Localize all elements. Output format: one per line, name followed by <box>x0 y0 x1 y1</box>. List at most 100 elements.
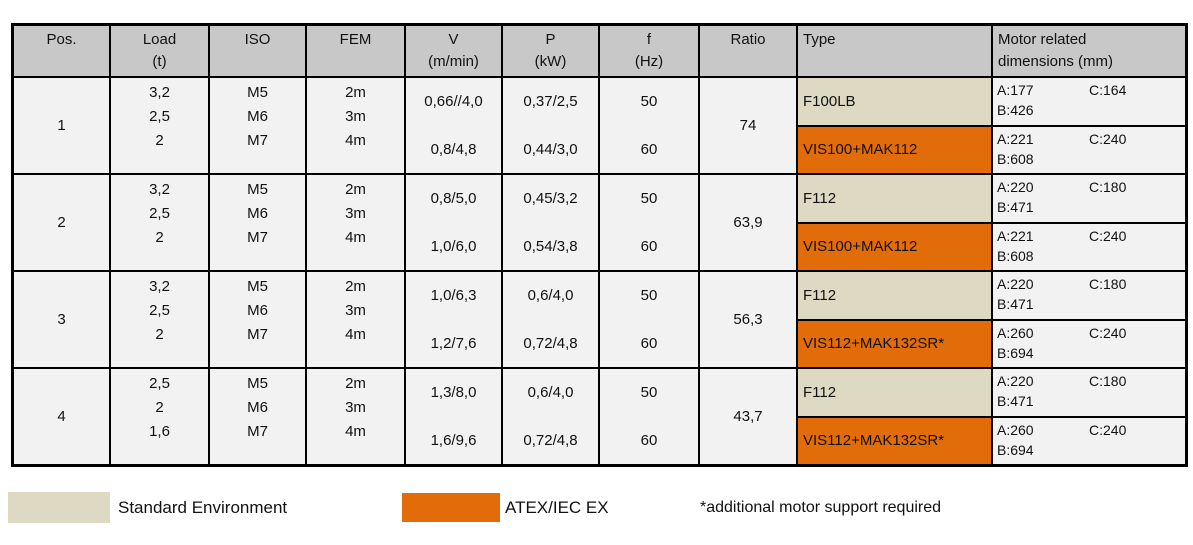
dim-b-value: B:471 <box>997 296 1034 312</box>
header-ratio-label: Ratio <box>730 31 766 48</box>
dim-line-ac: A:220 C:180 <box>997 274 1185 294</box>
iso-value: M6 <box>247 302 268 319</box>
frequency-50hz: 50 <box>640 93 658 111</box>
speed-cell: 0,66//4,0 0,8/4,8 <box>406 78 501 173</box>
frequency-60hz: 60 <box>640 431 658 449</box>
header-load-unit: (t) <box>152 53 167 70</box>
header-speed-unit: (m/min) <box>428 53 479 70</box>
fem-value: 3m <box>345 108 366 125</box>
power-cell: 0,6/4,0 0,72/4,8 <box>503 272 598 367</box>
iso-value: M6 <box>247 399 268 416</box>
load-value: 2 <box>155 229 164 246</box>
dim-a-value: A:221 <box>997 227 1034 244</box>
dim-b-value: B:694 <box>997 344 1034 361</box>
ratio-cell: 56,3 <box>700 272 796 367</box>
header-fem: FEM <box>307 26 404 76</box>
load-value: 2 <box>155 326 164 343</box>
power-60hz: 0,54/3,8 <box>523 237 578 255</box>
fem-value: 3m <box>345 302 366 319</box>
dim-standard: A:220 C:180 B:471 <box>993 175 1185 224</box>
load-value: 3,2 <box>149 181 170 198</box>
fem-value: 3m <box>345 205 366 222</box>
load-value: 1,6 <box>149 423 170 440</box>
dim-a-value: A:220 <box>997 276 1034 292</box>
dim-c-value: C:240 <box>1089 421 1127 438</box>
frequency-cell: 50 60 <box>600 369 698 464</box>
iso-value: M6 <box>247 205 268 222</box>
load-cell: 2,5 2 1,6 <box>111 369 208 464</box>
dim-a-value: A:221 <box>997 130 1034 147</box>
header-iso-label: ISO <box>244 31 271 48</box>
header-dimensions-label-1: Motor related <box>998 31 1087 48</box>
legend-standard-swatch <box>8 492 110 523</box>
iso-cell: M5 M6 M7 <box>210 272 305 367</box>
ratio-cell: 74 <box>700 78 796 173</box>
speed-cell: 1,3/8,0 1,6/9,6 <box>406 369 501 464</box>
ratio-cell: 43,7 <box>700 369 796 464</box>
frequency-50hz: 50 <box>640 384 658 402</box>
power-60hz: 0,72/4,8 <box>523 431 578 449</box>
header-ratio: Ratio <box>700 26 796 76</box>
load-cell: 3,2 2,5 2 <box>111 175 208 270</box>
type-atex: VIS100+MAK112 <box>798 126 991 173</box>
iso-value: M6 <box>247 108 268 125</box>
fem-cell: 2m 3m 4m <box>307 175 404 270</box>
header-speed-label: V <box>448 31 459 48</box>
speed-60hz: 1,0/6,0 <box>430 237 477 255</box>
dim-line-ac: A:177 C:164 <box>997 80 1185 100</box>
fem-value: 4m <box>345 326 366 343</box>
iso-value: M7 <box>247 326 268 343</box>
header-dimensions-label-2: dimensions (mm) <box>998 53 1114 70</box>
iso-value: M7 <box>247 132 268 149</box>
fem-cell: 2m 3m 4m <box>307 272 404 367</box>
power-60hz: 0,72/4,8 <box>523 334 578 352</box>
dim-line-ac: A:221 C:240 <box>997 129 1185 149</box>
iso-value: M5 <box>247 375 268 392</box>
load-value: 2,5 <box>149 375 170 392</box>
type-atex: VIS112+MAK132SR* <box>798 417 991 464</box>
dim-b-value: B:608 <box>997 150 1034 167</box>
dim-a-value: A:177 <box>997 82 1034 98</box>
frequency-50hz: 50 <box>640 190 658 208</box>
header-load: Load (t) <box>111 26 208 76</box>
iso-value: M7 <box>247 423 268 440</box>
legend-note: *additional motor support required <box>700 498 942 516</box>
type-standard: F112 <box>798 369 991 418</box>
dim-atex: A:260 C:240 B:694 <box>993 321 1185 368</box>
dimensions-cell: A:177 C:164 B:426 A:221 C:240 B:608 <box>993 78 1185 173</box>
load-value: 3,2 <box>149 278 170 295</box>
load-cell: 3,2 2,5 2 <box>111 272 208 367</box>
dim-c-value: C:164 <box>1089 82 1127 98</box>
iso-cell: M5 M6 M7 <box>210 369 305 464</box>
dim-a-value: A:260 <box>997 421 1034 438</box>
power-cell: 0,45/3,2 0,54/3,8 <box>503 175 598 270</box>
frequency-60hz: 60 <box>640 334 658 352</box>
header-type: Type <box>798 26 991 76</box>
dim-b-value: B:608 <box>997 247 1034 264</box>
fem-value: 2m <box>345 84 366 101</box>
type-atex: VIS100+MAK112 <box>798 223 991 270</box>
dim-b-value: B:694 <box>997 441 1034 458</box>
header-frequency-unit: (Hz) <box>634 53 664 70</box>
iso-cell: M5 M6 M7 <box>210 175 305 270</box>
type-atex: VIS112+MAK132SR* <box>798 320 991 367</box>
speed-50hz: 0,66//4,0 <box>424 93 483 111</box>
dim-line-ac: A:260 C:240 <box>997 420 1185 440</box>
legend-standard-label: Standard Environment <box>118 497 288 517</box>
dim-line-ac: A:221 C:240 <box>997 226 1185 246</box>
header-frequency-label: f <box>646 31 652 48</box>
fem-value: 3m <box>345 399 366 416</box>
speed-cell: 0,8/5,0 1,0/6,0 <box>406 175 501 270</box>
header-pos: Pos. <box>14 26 109 76</box>
dim-line-ac: A:220 C:180 <box>997 371 1185 391</box>
header-speed: V (m/min) <box>406 26 501 76</box>
load-value: 2,5 <box>149 302 170 319</box>
speed-60hz: 1,2/7,6 <box>430 334 477 352</box>
speed-50hz: 1,0/6,3 <box>430 287 477 305</box>
dimensions-cell: A:220 C:180 B:471 A:260 C:240 B:694 <box>993 272 1185 367</box>
type-standard: F112 <box>798 272 991 321</box>
load-value: 2,5 <box>149 108 170 125</box>
power-50hz: 0,37/2,5 <box>523 93 578 111</box>
frequency-cell: 50 60 <box>600 175 698 270</box>
dim-atex: A:221 C:240 B:608 <box>993 224 1185 271</box>
